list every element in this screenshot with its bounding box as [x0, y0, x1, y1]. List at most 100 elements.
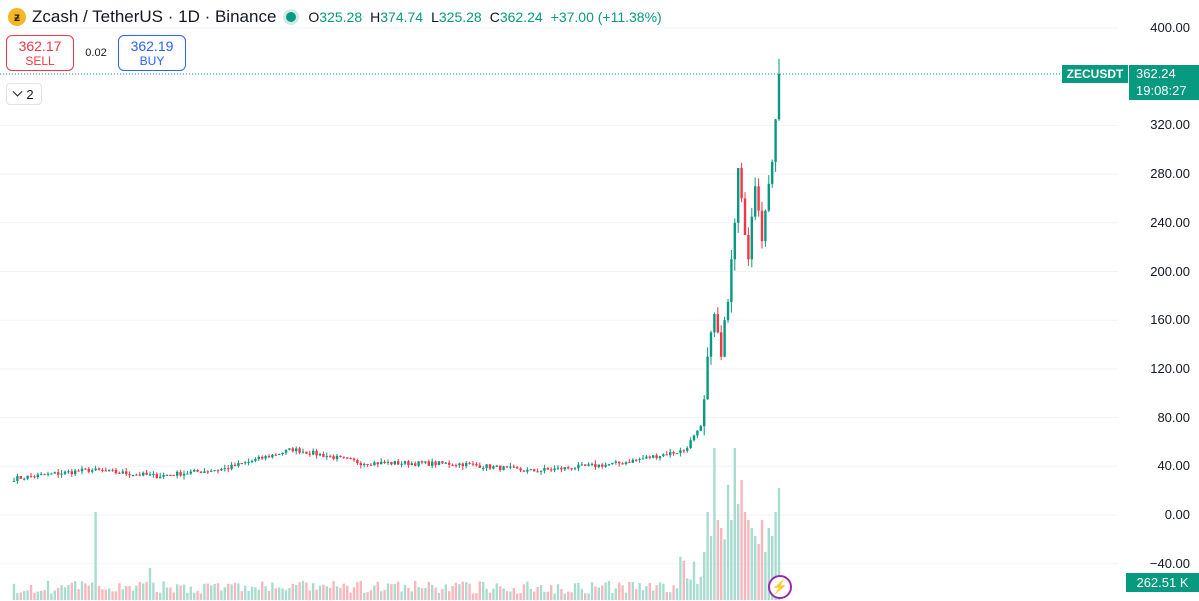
candle-body: [645, 456, 648, 459]
candle-body: [257, 456, 260, 460]
candle-body: [539, 470, 543, 472]
buy-button[interactable]: 362.19 BUY: [118, 35, 186, 71]
candle-body: [308, 453, 311, 455]
candle-body: [125, 471, 128, 475]
symbol-title[interactable]: Zcash / TetherUS · 1D · Binance: [32, 7, 277, 26]
candle-body: [560, 467, 563, 470]
volume-bar: [288, 588, 291, 600]
indicators-toggle-button[interactable]: 2: [6, 83, 42, 105]
trade-panel: 362.17 SELL 0.02 362.19 BUY: [6, 35, 186, 71]
candle-body: [172, 474, 175, 476]
volume-bar: [247, 590, 250, 600]
volume-bar: [162, 581, 165, 600]
volume-bar: [57, 588, 60, 600]
volume-bar: [393, 583, 396, 600]
volume-bar: [63, 587, 67, 600]
candle-body: [233, 464, 237, 467]
candle-body: [111, 469, 114, 471]
high-value: 374.74: [380, 9, 424, 25]
candle-body: [94, 468, 97, 471]
candle-body: [533, 469, 536, 472]
volume-bar: [485, 588, 488, 600]
volume-bar: [250, 586, 254, 600]
volume-bar: [546, 591, 549, 600]
candle-body: [764, 210, 767, 242]
volume-bar: [295, 584, 298, 600]
candle-body: [390, 462, 393, 465]
candle-body: [397, 461, 400, 465]
volume-bar: [121, 589, 124, 600]
candle-body: [478, 465, 481, 468]
candle-body: [16, 476, 19, 481]
candle-body: [104, 470, 107, 472]
volume-bar: [244, 585, 247, 600]
volume-bar: [186, 592, 189, 600]
candle-body: [50, 473, 53, 475]
volume-bar: [703, 552, 706, 600]
candle-body: [713, 314, 716, 333]
candle-body: [672, 452, 675, 454]
spread-value: 0.02: [85, 47, 107, 59]
candle-body: [580, 464, 583, 466]
candle-body: [662, 454, 665, 457]
volume-bar: [223, 587, 226, 600]
volume-bar: [169, 587, 172, 600]
indicator-count: 2: [26, 86, 34, 102]
candle-body: [757, 186, 760, 211]
candle-body: [526, 469, 529, 472]
volume-bar: [519, 593, 522, 600]
volume-bar: [12, 583, 16, 600]
volume-bar: [648, 582, 651, 600]
candle-body: [648, 456, 651, 458]
volume-bar: [359, 581, 362, 600]
chevron-down-icon: [12, 86, 23, 97]
volume-bar: [74, 581, 77, 600]
volume-bar: [580, 588, 583, 600]
volume-bar: [733, 448, 736, 600]
volume-bar: [352, 587, 356, 600]
volume-bar: [709, 536, 713, 600]
volume-bar: [346, 585, 349, 600]
volume-bar: [461, 581, 464, 600]
open-value: 325.28: [319, 9, 363, 25]
candle-body: [607, 464, 611, 466]
volume-bar: [509, 591, 512, 600]
candle-body: [369, 464, 373, 466]
volume-bar: [104, 589, 107, 600]
candle-body: [550, 469, 553, 471]
volume-bar: [624, 592, 628, 600]
candle-body: [284, 449, 288, 453]
candle-body: [641, 458, 645, 460]
candle-body: [628, 462, 631, 464]
sell-button[interactable]: 362.17 SELL: [6, 35, 74, 71]
volume-bar: [417, 587, 420, 600]
volume-bar: [278, 587, 281, 600]
candle-body: [410, 463, 413, 466]
volume-bar: [754, 536, 757, 600]
candle-body: [706, 356, 709, 400]
lightning-icon[interactable]: ⚡: [768, 575, 792, 599]
candle-body: [431, 461, 434, 466]
volume-bar: [220, 590, 223, 600]
candle-body: [522, 470, 526, 472]
candle-body: [271, 454, 274, 458]
candle-body: [492, 466, 495, 469]
volume-bar: [628, 581, 631, 600]
candle-body: [182, 473, 186, 476]
candle-body: [509, 466, 512, 468]
candle-body: [274, 454, 277, 456]
volume-bar: [482, 581, 485, 600]
volume-bar: [553, 593, 556, 600]
candle-body: [101, 469, 104, 471]
low-value: 325.28: [438, 9, 482, 25]
candle-body: [461, 463, 464, 467]
candle-body: [97, 468, 101, 470]
volume-bar: [448, 591, 451, 600]
volume-bar: [451, 586, 454, 600]
candle-body: [383, 461, 386, 463]
volume-bar: [33, 592, 36, 600]
volume-bar: [233, 582, 237, 600]
volume-bar: [305, 582, 308, 600]
candle-body: [512, 466, 515, 468]
